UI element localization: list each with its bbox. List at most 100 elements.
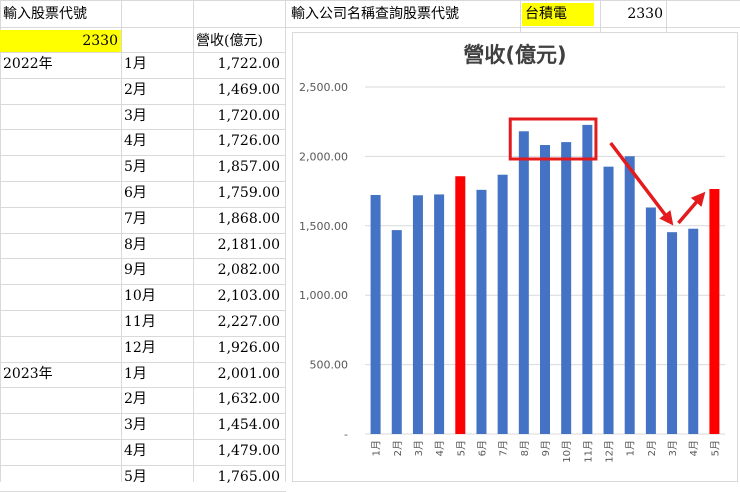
bar (667, 232, 678, 434)
x-tick-label: 2月 (646, 440, 658, 456)
month-cell[interactable]: 1月 (124, 56, 147, 72)
row-border (0, 310, 286, 311)
up-arrow-annotation (677, 191, 706, 225)
row-border (0, 284, 286, 285)
revenue-column-header[interactable]: 營收(億元) (196, 33, 263, 49)
month-cell[interactable]: 2月 (124, 391, 147, 407)
row-border (0, 207, 286, 208)
revenue-value-cell[interactable]: 1,479.00 (217, 443, 280, 459)
y-tick-label: - (344, 428, 348, 441)
x-tick-label: 3月 (667, 440, 679, 456)
revenue-value-cell[interactable]: 1,469.00 (217, 82, 280, 98)
x-tick-label: 9月 (540, 440, 552, 456)
month-cell[interactable]: 12月 (124, 340, 156, 356)
year-cell[interactable] (0, 440, 121, 463)
month-cell[interactable]: 6月 (124, 185, 147, 201)
year-cell[interactable]: 2023年 (3, 366, 53, 382)
row-border (0, 258, 286, 259)
row-border (0, 413, 286, 414)
month-cell[interactable]: 9月 (124, 262, 147, 278)
bar (455, 176, 466, 434)
revenue-value-cell[interactable]: 2,103.00 (217, 288, 280, 304)
revenue-value-cell[interactable]: 2,001.00 (217, 366, 280, 382)
x-tick-label: 11月 (582, 440, 594, 463)
revenue-value-cell[interactable]: 1,926.00 (217, 340, 280, 356)
month-cell[interactable]: 3月 (124, 108, 147, 124)
month-cell[interactable]: 3月 (124, 417, 147, 433)
month-cell[interactable]: 2月 (124, 82, 147, 98)
company-name-cell[interactable]: 台積電 (522, 3, 594, 26)
x-tick-label: 5月 (455, 440, 467, 456)
revenue-chart[interactable]: 營收(億元) - 500.00 1,000.00 1,500.00 2,000.00 2,5… (292, 32, 738, 482)
revenue-value-cell[interactable]: 1,720.00 (217, 108, 280, 124)
revenue-value-cell[interactable]: 1,726.00 (217, 133, 280, 149)
year-cell[interactable] (0, 130, 121, 153)
x-tick-label: 10月 (561, 440, 573, 463)
y-tick-label: 500.00 (310, 359, 349, 372)
year-cell[interactable] (0, 234, 121, 257)
bar (688, 228, 699, 434)
row-border (0, 78, 286, 79)
row-border (0, 129, 286, 130)
year-cell[interactable] (0, 466, 121, 489)
bar (412, 195, 423, 434)
year-cell[interactable] (0, 182, 121, 205)
bar (603, 166, 614, 434)
bar (476, 189, 487, 434)
revenue-value-cell[interactable]: 1,722.00 (217, 56, 280, 72)
month-cell[interactable]: 10月 (124, 288, 156, 304)
month-cell[interactable]: 4月 (124, 133, 147, 149)
month-cell[interactable]: 5月 (124, 159, 147, 175)
y-tick-label: 2,000.00 (299, 150, 348, 163)
lookup-company-label[interactable]: 輸入公司名稱查詢股票代號 (291, 6, 459, 22)
month-cell[interactable]: 1月 (124, 366, 147, 382)
x-tick-label: 8月 (519, 440, 531, 456)
revenue-value-cell[interactable]: 2,082.00 (217, 262, 280, 278)
revenue-value-cell[interactable]: 1,868.00 (217, 211, 280, 227)
revenue-value-cell[interactable]: 2,181.00 (217, 237, 280, 253)
year-cell[interactable]: 2022年 (3, 56, 53, 72)
row-border (0, 155, 286, 156)
row-border (0, 362, 286, 363)
stock-code-input-cell[interactable]: 2330 (0, 30, 121, 53)
column-border (193, 0, 194, 482)
highlight-box-annotation (508, 117, 598, 161)
column-border (600, 0, 601, 32)
year-cell[interactable] (0, 337, 121, 360)
year-cell[interactable] (0, 259, 121, 282)
x-tick-label: 4月 (434, 440, 446, 456)
bar (645, 207, 656, 434)
month-cell[interactable]: 4月 (124, 443, 147, 459)
revenue-value-cell[interactable]: 1,759.00 (217, 185, 280, 201)
column-border (0, 0, 1, 482)
input-stock-code-label[interactable]: 輸入股票代號 (3, 6, 87, 22)
year-cell[interactable] (0, 414, 121, 437)
month-cell[interactable]: 7月 (124, 211, 147, 227)
year-cell[interactable] (0, 388, 121, 411)
column-border (666, 0, 667, 32)
year-cell[interactable] (0, 311, 121, 334)
x-tick-label: 7月 (498, 440, 510, 456)
revenue-value-cell[interactable]: 1,454.00 (217, 417, 280, 433)
row-border (0, 387, 286, 388)
revenue-value-cell[interactable]: 1,765.00 (217, 469, 280, 485)
revenue-value-cell[interactable]: 1,632.00 (217, 391, 280, 407)
revenue-value-cell[interactable]: 2,227.00 (217, 314, 280, 330)
row-border (0, 233, 286, 234)
company-code-cell[interactable]: 2330 (627, 6, 663, 22)
month-cell[interactable]: 5月 (124, 469, 147, 485)
year-cell[interactable] (0, 208, 121, 231)
column-border (121, 0, 122, 482)
x-tick-label: 1月 (625, 440, 637, 456)
chart-title: 營收(億元) (463, 43, 566, 67)
row-border (0, 52, 286, 53)
month-cell[interactable]: 8月 (124, 237, 147, 253)
bar (370, 194, 381, 434)
year-cell[interactable] (0, 156, 121, 179)
revenue-value-cell[interactable]: 1,857.00 (217, 159, 280, 175)
year-cell[interactable] (0, 285, 121, 308)
year-cell[interactable] (0, 105, 121, 128)
month-cell[interactable]: 11月 (124, 314, 156, 330)
year-cell[interactable] (0, 79, 121, 102)
